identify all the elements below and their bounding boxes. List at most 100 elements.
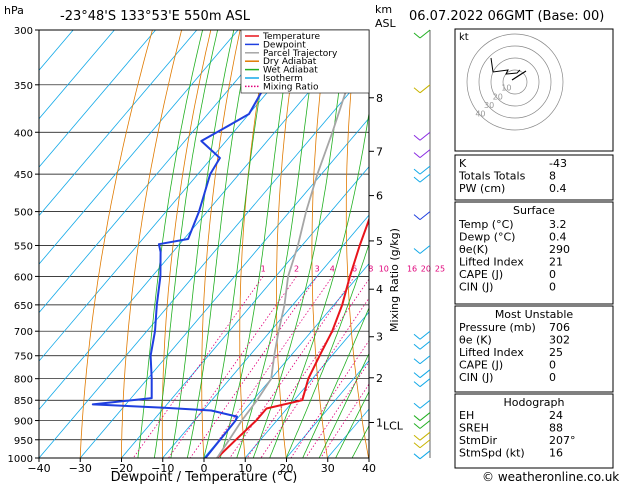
isotherm-line bbox=[162, 214, 369, 458]
hpa-label: hPa bbox=[4, 4, 24, 17]
index-value: 0.4 bbox=[549, 182, 567, 195]
wind-barb bbox=[419, 412, 431, 421]
mixing-ratio-label: 16 bbox=[407, 264, 417, 273]
wet-adiabat-line bbox=[318, 352, 369, 458]
wet-adiabat-line bbox=[335, 390, 369, 458]
mixing-ratio-line bbox=[132, 276, 264, 458]
wind-barb-flag bbox=[413, 214, 421, 220]
legend-entry: Temperature bbox=[262, 32, 320, 42]
wind-barb-flag bbox=[413, 453, 421, 460]
lcl-label: LCL bbox=[383, 419, 404, 432]
temperature-axis: −40 −30 −20 −10 0 10 20 30 40 bbox=[27, 458, 376, 475]
wind-barb-flag bbox=[413, 415, 421, 421]
wind-barb-flag bbox=[413, 358, 421, 365]
mixing-ratio-line bbox=[305, 361, 369, 458]
km-axis: 8 7 6 5 4 3 2 1 bbox=[369, 92, 383, 430]
surface-title: Surface bbox=[513, 204, 555, 217]
isotherm-line bbox=[39, 30, 280, 314]
surface-box bbox=[454, 201, 614, 305]
hodograph-value: 24 bbox=[549, 409, 563, 422]
parcel-line bbox=[216, 30, 355, 458]
legend-entry: Dewpoint bbox=[263, 40, 306, 50]
temperature-tick-label: −10 bbox=[151, 462, 174, 475]
wet-adiabat-line bbox=[302, 306, 369, 458]
mixing-ratio-label: 1 bbox=[261, 264, 266, 273]
mixing-ratio-label: 25 bbox=[435, 264, 445, 273]
wind-barb bbox=[419, 330, 431, 340]
pressure-tick-label: 600 bbox=[14, 272, 33, 283]
unstable-value: 0 bbox=[549, 371, 556, 384]
wind-barb bbox=[419, 378, 431, 388]
location-title: -23°48'S 133°53'E 550m ASL bbox=[60, 9, 251, 24]
km-tick-label: 7 bbox=[376, 145, 383, 158]
hodograph-ring bbox=[478, 45, 552, 119]
unstable-value: 25 bbox=[549, 346, 563, 359]
hodograph-label: StmSpd (kt) bbox=[459, 447, 525, 460]
wet-adiabat-line bbox=[137, 30, 203, 458]
dry-adiabat-line bbox=[311, 30, 329, 458]
wind-barb-flag bbox=[413, 381, 421, 388]
unstable-label: θe (K) bbox=[459, 334, 492, 347]
wet-adiabat-line bbox=[219, 30, 294, 458]
isotherm-line bbox=[285, 359, 369, 458]
hodograph-label: SREH bbox=[459, 422, 489, 435]
wind-barb-flag bbox=[413, 152, 421, 158]
wind-barb bbox=[419, 131, 431, 141]
wind-barb-flag bbox=[413, 402, 421, 409]
wind-barb-flag bbox=[413, 343, 421, 350]
wet-adiabat-line bbox=[285, 243, 369, 458]
surface-value: 21 bbox=[549, 256, 563, 269]
index-value: 8 bbox=[549, 170, 556, 183]
wind-barb bbox=[419, 29, 431, 39]
wind-barb bbox=[419, 420, 431, 429]
dry-adiabat-line bbox=[276, 30, 299, 458]
dry-adiabat-line bbox=[79, 30, 153, 458]
wind-barb-flag bbox=[413, 333, 421, 340]
wind-barb bbox=[419, 439, 431, 449]
hodograph-ring bbox=[490, 57, 540, 107]
wind-barb bbox=[419, 431, 431, 441]
km-tick-label: 8 bbox=[376, 92, 383, 105]
surface-value: 3.2 bbox=[549, 218, 567, 231]
wind-barb bbox=[419, 355, 431, 365]
pressure-tick-label: 350 bbox=[14, 81, 33, 92]
legend-entry: Parcel Trajectory bbox=[263, 49, 338, 59]
y-axis-title-right: Mixing Ratio (g/kg) bbox=[388, 228, 401, 332]
unstable-value: 302 bbox=[549, 334, 570, 347]
wet-adiabat-line bbox=[236, 30, 319, 458]
pressure-tick-label: 650 bbox=[14, 301, 33, 312]
temperature-tick-label: 10 bbox=[238, 462, 252, 475]
unstable-title: Most Unstable bbox=[495, 308, 574, 321]
unstable-label: Lifted Index bbox=[459, 346, 524, 359]
surface-label: CIN (J) bbox=[459, 281, 493, 294]
temperature-tick-label: −40 bbox=[27, 462, 50, 475]
indices-box bbox=[454, 154, 614, 201]
mixing-ratio-line bbox=[205, 276, 333, 458]
mixing-ratio-line bbox=[290, 339, 369, 458]
hodograph-ring-label: 20 bbox=[493, 92, 503, 101]
mixing-ratio-label: 20 bbox=[421, 264, 431, 273]
wind-barbs bbox=[413, 29, 431, 460]
wet-adiabat-line bbox=[170, 30, 235, 458]
wet-adiabat-line bbox=[154, 30, 218, 458]
wind-barb-flag bbox=[413, 372, 421, 379]
hodograph-ring bbox=[466, 33, 564, 131]
mixing-ratio-label: 4 bbox=[330, 264, 335, 273]
profile-lines bbox=[91, 30, 369, 458]
hodograph-ring-label: 10 bbox=[501, 84, 511, 93]
x-axis-title: Dewpoint / Temperature (°C) bbox=[111, 470, 298, 485]
dry-adiabat-line bbox=[345, 30, 369, 458]
isotherm-line bbox=[203, 263, 369, 458]
km-label: km bbox=[375, 3, 392, 16]
legend-box bbox=[240, 29, 370, 94]
mixing-ratio-label: 2 bbox=[294, 264, 299, 273]
hodograph-label: EH bbox=[459, 409, 474, 422]
wind-barb bbox=[419, 211, 431, 220]
legend-entry: Dry Adiabat bbox=[263, 57, 317, 67]
index-value: -43 bbox=[549, 157, 567, 170]
pressure-tick-label: 550 bbox=[14, 241, 33, 252]
legend-entry: Mixing Ratio bbox=[263, 82, 319, 92]
wind-barb bbox=[419, 369, 431, 379]
background-lines bbox=[39, 30, 369, 458]
